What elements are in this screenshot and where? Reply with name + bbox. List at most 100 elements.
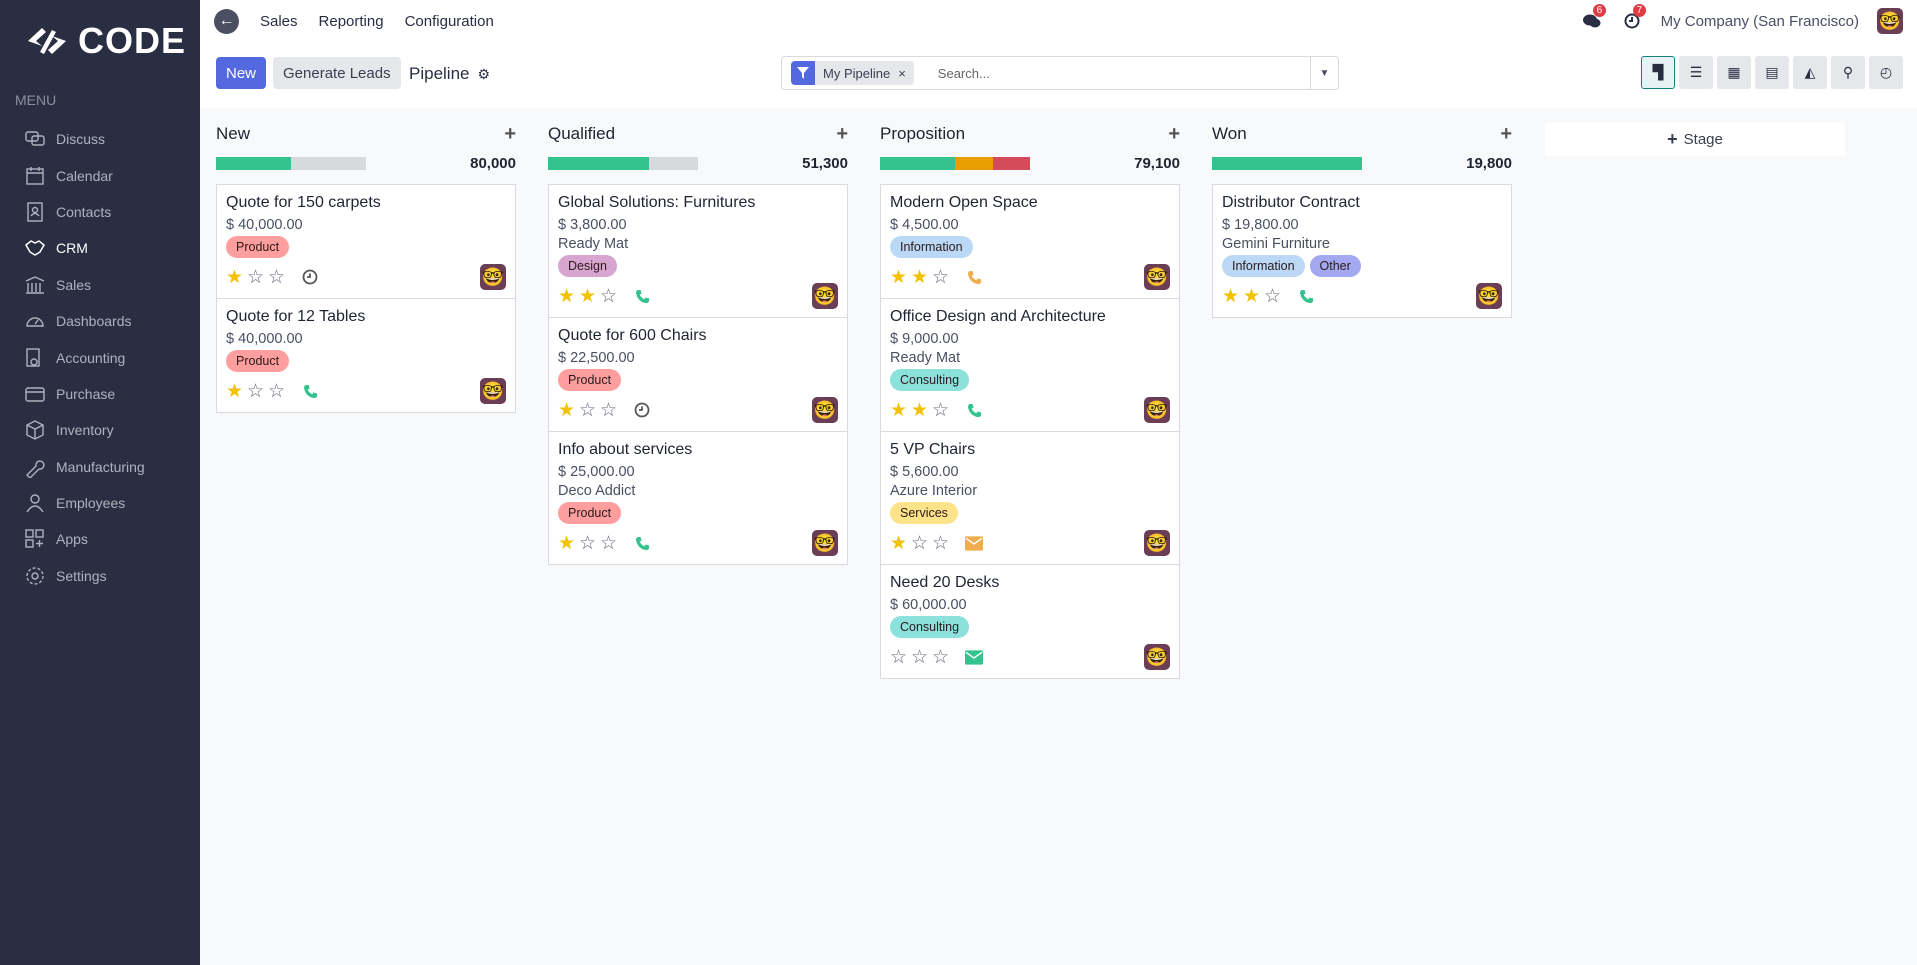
- priority-star-icon[interactable]: ☆: [932, 399, 950, 421]
- search-options-toggle[interactable]: ▼: [1310, 57, 1338, 89]
- new-button[interactable]: New: [216, 57, 267, 89]
- salesperson-avatar[interactable]: 🤓: [1144, 264, 1170, 290]
- activity-button[interactable]: [965, 648, 983, 666]
- priority-star-icon[interactable]: ★: [558, 532, 576, 554]
- priority-star-icon[interactable]: ★: [558, 285, 576, 307]
- salesperson-avatar[interactable]: 🤓: [480, 264, 506, 290]
- view-kanban-button[interactable]: ▜: [1641, 56, 1675, 89]
- priority-star-icon[interactable]: ★: [890, 266, 908, 288]
- priority-star-icon[interactable]: ☆: [932, 646, 950, 668]
- priority-star-icon[interactable]: ★: [890, 532, 908, 554]
- priority-star-icon[interactable]: ☆: [268, 380, 286, 402]
- user-avatar[interactable]: 🤓: [1877, 8, 1903, 34]
- quick-create-plus-icon[interactable]: +: [1168, 122, 1180, 145]
- activity-button[interactable]: [1297, 287, 1315, 305]
- priority-star-icon[interactable]: ★: [579, 285, 597, 307]
- view-graph-button[interactable]: ◭: [1793, 56, 1827, 89]
- priority-star-icon[interactable]: ☆: [600, 285, 618, 307]
- salesperson-avatar[interactable]: 🤓: [1144, 530, 1170, 556]
- column-progress-bar[interactable]: [880, 156, 1030, 170]
- priority-star-icon[interactable]: ☆: [579, 399, 597, 421]
- priority-star-icon[interactable]: ☆: [600, 399, 618, 421]
- activity-button[interactable]: [301, 268, 319, 286]
- kanban-card[interactable]: Office Design and Architecture $ 9,000.00…: [880, 299, 1180, 432]
- nav-sales[interactable]: Sales: [260, 12, 298, 30]
- back-button[interactable]: ←: [214, 8, 239, 34]
- salesperson-avatar[interactable]: 🤓: [480, 378, 506, 404]
- sidebar-item-dashboards[interactable]: Dashboards: [24, 303, 145, 339]
- column-title[interactable]: Qualified: [548, 124, 616, 143]
- sidebar-item-sales[interactable]: Sales: [24, 267, 145, 303]
- search-input[interactable]: [937, 65, 1310, 81]
- quick-create-plus-icon[interactable]: +: [1500, 122, 1512, 145]
- activity-button[interactable]: [965, 401, 983, 419]
- sidebar-item-discuss[interactable]: Discuss: [24, 121, 145, 157]
- priority-star-icon[interactable]: ☆: [911, 646, 929, 668]
- sidebar-item-calendar[interactable]: Calendar: [24, 157, 145, 193]
- priority-star-icon[interactable]: ★: [226, 380, 244, 402]
- priority-star-icon[interactable]: ★: [1243, 285, 1261, 307]
- progress-orange[interactable]: [955, 156, 993, 170]
- remove-facet-icon[interactable]: ×: [898, 65, 906, 81]
- add-stage-button[interactable]: + Stage: [1545, 123, 1845, 156]
- activity-button[interactable]: [965, 534, 983, 552]
- sidebar-item-crm[interactable]: CRM: [24, 230, 145, 266]
- column-progress-bar[interactable]: [548, 156, 698, 170]
- kanban-card[interactable]: Quote for 12 Tables $ 40,000.00 Product ★ ☆ ☆…: [216, 299, 516, 413]
- salesperson-avatar[interactable]: 🤓: [1144, 644, 1170, 670]
- activity-button[interactable]: [965, 268, 983, 286]
- logo[interactable]: CODE: [26, 20, 186, 62]
- activity-button[interactable]: [633, 401, 651, 419]
- priority-star-icon[interactable]: ★: [226, 266, 244, 288]
- kanban-card[interactable]: Quote for 600 Chairs $ 22,500.00 Product ★ ☆…: [548, 318, 848, 432]
- quick-create-plus-icon[interactable]: +: [836, 122, 848, 145]
- priority-star-icon[interactable]: ☆: [932, 532, 950, 554]
- column-title[interactable]: Proposition: [880, 124, 966, 143]
- salesperson-avatar[interactable]: 🤓: [812, 397, 838, 423]
- priority-star-icon[interactable]: ★: [911, 266, 929, 288]
- priority-star-icon[interactable]: ☆: [579, 532, 597, 554]
- sidebar-item-accounting[interactable]: Accounting: [24, 339, 145, 375]
- column-progress-bar[interactable]: [216, 156, 366, 170]
- nav-reporting[interactable]: Reporting: [318, 12, 384, 30]
- priority-star-icon[interactable]: ☆: [890, 646, 908, 668]
- kanban-card[interactable]: Modern Open Space $ 4,500.00 Information ★ ★…: [880, 184, 1180, 299]
- sidebar-item-settings[interactable]: Settings: [24, 558, 145, 594]
- filter-facet[interactable]: My Pipeline ×: [791, 61, 914, 85]
- priority-star-icon[interactable]: ☆: [932, 266, 950, 288]
- kanban-card[interactable]: Distributor Contract $ 19,800.00 Gemini Fu…: [1212, 184, 1512, 318]
- column-title[interactable]: New: [216, 124, 251, 143]
- salesperson-avatar[interactable]: 🤓: [812, 530, 838, 556]
- salesperson-avatar[interactable]: 🤓: [1476, 283, 1502, 309]
- view-calendar-button[interactable]: ▦: [1717, 56, 1751, 89]
- company-switcher[interactable]: My Company (San Francisco): [1660, 12, 1859, 30]
- gear-icon[interactable]: ⚙: [477, 65, 491, 82]
- priority-star-icon[interactable]: ☆: [247, 266, 265, 288]
- kanban-card[interactable]: 5 VP Chairs $ 5,600.00 Azure Interior Servi…: [880, 432, 1180, 565]
- progress-green[interactable]: [1212, 156, 1362, 170]
- view-pivot-button[interactable]: ▤: [1755, 56, 1789, 89]
- quick-create-plus-icon[interactable]: +: [504, 122, 516, 145]
- priority-star-icon[interactable]: ☆: [600, 532, 618, 554]
- progress-green[interactable]: [880, 156, 955, 170]
- progress-green[interactable]: [216, 156, 291, 170]
- column-progress-bar[interactable]: [1212, 156, 1362, 170]
- activity-button[interactable]: [633, 287, 651, 305]
- salesperson-avatar[interactable]: 🤓: [1144, 397, 1170, 423]
- priority-star-icon[interactable]: ★: [911, 399, 929, 421]
- column-title[interactable]: Won: [1212, 124, 1247, 143]
- view-map-button[interactable]: ⚲: [1831, 56, 1865, 89]
- view-list-button[interactable]: ☰: [1679, 56, 1713, 89]
- nav-configuration[interactable]: Configuration: [404, 12, 494, 30]
- progress-green[interactable]: [548, 156, 649, 170]
- kanban-card[interactable]: Global Solutions: Furnitures $ 3,800.00 Re…: [548, 184, 848, 318]
- sidebar-item-employees[interactable]: Employees: [24, 485, 145, 521]
- activity-button[interactable]: [633, 534, 651, 552]
- sidebar-item-purchase[interactable]: Purchase: [24, 376, 145, 412]
- priority-star-icon[interactable]: ☆: [1264, 285, 1282, 307]
- messages-button[interactable]: 6: [1581, 4, 1607, 32]
- priority-star-icon[interactable]: ☆: [247, 380, 265, 402]
- generate-leads-button[interactable]: Generate Leads: [273, 57, 401, 89]
- priority-star-icon[interactable]: ☆: [268, 266, 286, 288]
- activity-button[interactable]: [301, 382, 319, 400]
